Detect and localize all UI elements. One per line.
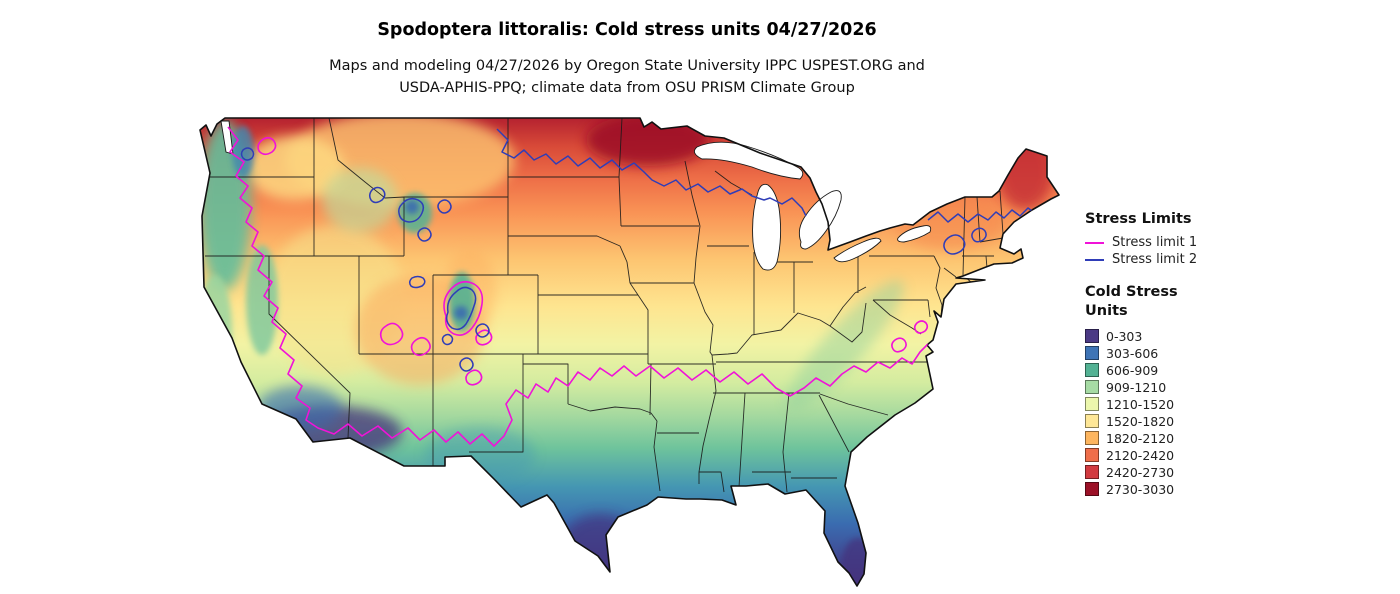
class-swatch bbox=[1085, 414, 1099, 429]
stress-limit-1-label: Stress limit 1 bbox=[1112, 235, 1198, 250]
legend-class-row: 2120-2420 bbox=[1085, 447, 1255, 464]
class-swatch bbox=[1085, 397, 1099, 412]
lake-superior bbox=[693, 141, 804, 180]
class-label: 0-303 bbox=[1106, 328, 1143, 344]
great-lakes bbox=[220, 120, 932, 271]
page-title: Spodoptera littoralis: Cold stress units… bbox=[377, 20, 877, 40]
stress-limit-2-line bbox=[240, 128, 1051, 372]
class-swatch bbox=[1085, 465, 1099, 480]
stress-limits-title: Stress Limits bbox=[1085, 211, 1192, 227]
class-swatch bbox=[1085, 380, 1099, 395]
cold-stress-title-line-1: Cold Stress bbox=[1085, 284, 1178, 300]
legend-class-row: 2730-3030 bbox=[1085, 481, 1255, 498]
class-label: 2730-3030 bbox=[1106, 481, 1175, 497]
legend-item-stress-limit-1: Stress limit 1 bbox=[1085, 234, 1255, 251]
legend-class-row: 1820-2120 bbox=[1085, 430, 1255, 447]
legend-class-row: 1520-1820 bbox=[1085, 413, 1255, 430]
class-swatch bbox=[1085, 431, 1099, 446]
legend-class-row: 909-1210 bbox=[1085, 379, 1255, 396]
stress-limit-1-line bbox=[227, 126, 929, 447]
legend: Stress Limits Stress limit 1 Stress limi… bbox=[1085, 211, 1255, 498]
stress-limit-1-swatch bbox=[1085, 241, 1104, 244]
class-label: 1210-1520 bbox=[1106, 396, 1175, 412]
page-subtitle: Maps and modeling 04/27/2026 by Oregon S… bbox=[0, 55, 1254, 100]
legend-class-row: 303-606 bbox=[1085, 345, 1255, 362]
class-swatch bbox=[1085, 346, 1099, 361]
class-swatch bbox=[1085, 482, 1099, 497]
class-swatch bbox=[1085, 448, 1099, 463]
class-swatch bbox=[1085, 363, 1099, 378]
class-label: 909-1210 bbox=[1106, 379, 1167, 395]
class-label: 1820-2120 bbox=[1106, 430, 1175, 446]
class-label: 606-909 bbox=[1106, 362, 1159, 378]
class-label: 2120-2420 bbox=[1106, 447, 1175, 463]
subtitle-line-1: Maps and modeling 04/27/2026 by Oregon S… bbox=[329, 58, 925, 74]
lake-erie bbox=[833, 237, 882, 263]
class-label: 1520-1820 bbox=[1106, 413, 1175, 429]
state-borders bbox=[205, 118, 1004, 493]
cold-stress-units-title: Cold Stress Units bbox=[1085, 283, 1255, 321]
lake-ontario bbox=[897, 225, 932, 243]
legend-class-row: 2420-2730 bbox=[1085, 464, 1255, 481]
stress-limit-2-swatch bbox=[1085, 258, 1104, 261]
legend-class-row: 1210-1520 bbox=[1085, 396, 1255, 413]
class-label: 2420-2730 bbox=[1106, 464, 1175, 480]
legend-item-stress-limit-2: Stress limit 2 bbox=[1085, 251, 1255, 268]
legend-class-row: 0-303 bbox=[1085, 328, 1255, 345]
us-fill bbox=[200, 118, 1059, 586]
cold-stress-title-line-2: Units bbox=[1085, 302, 1128, 319]
class-label: 303-606 bbox=[1106, 345, 1159, 361]
lake-michigan bbox=[752, 183, 782, 271]
stress-limit-2-label: Stress limit 2 bbox=[1112, 252, 1198, 267]
legend-class-row: 606-909 bbox=[1085, 362, 1255, 379]
class-swatch bbox=[1085, 329, 1099, 344]
subtitle-line-2: USDA-APHIS-PPQ; climate data from OSU PR… bbox=[399, 80, 855, 97]
us-outline bbox=[199, 117, 1060, 587]
